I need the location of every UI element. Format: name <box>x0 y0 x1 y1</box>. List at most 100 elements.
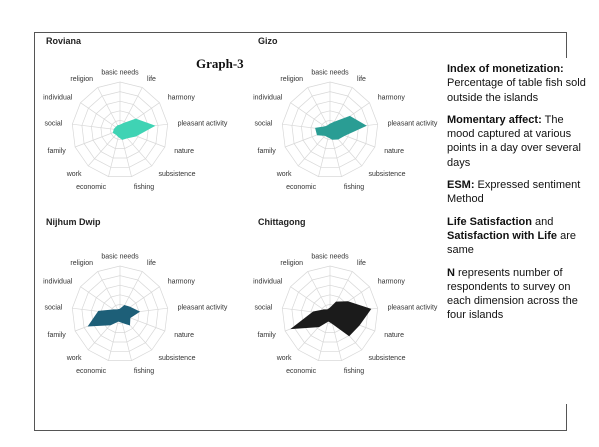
axis-label-work: work <box>66 355 82 362</box>
axis-label-social: social <box>254 121 272 128</box>
grid-ring <box>91 100 149 159</box>
data-area <box>87 304 141 327</box>
data-area <box>315 115 367 140</box>
legend-text: and <box>531 215 554 228</box>
axis-label-subsistence: subsistence <box>369 355 406 362</box>
data-area <box>290 301 372 337</box>
axis-label-fishing: fishing <box>344 368 364 375</box>
frame-right-tick-top <box>566 32 567 58</box>
legend-item-life-satisfaction: Life Satisfaction and Satisfaction with … <box>447 215 587 258</box>
legend-term: Satisfaction with Life <box>447 229 558 242</box>
grid-spoke <box>108 129 121 177</box>
axis-label-basic-needs: basic needs <box>311 70 349 77</box>
axis-label-economic: economic <box>286 368 316 375</box>
frame-right-tick-bottom <box>566 404 567 431</box>
axis-label-pleasant-activity: pleasant activity <box>178 305 228 312</box>
axis-label-fishing: fishing <box>344 184 364 191</box>
axis-label-religion: religion <box>70 260 93 267</box>
axis-label-individual: individual <box>43 279 73 286</box>
axis-label-religion: religion <box>280 260 303 267</box>
panel-title-chittagong: Chittagong <box>258 217 306 227</box>
radar-chart-chittagong: basic needs life harmony pleasant activity n… <box>253 254 438 375</box>
frame-bottom-line <box>34 430 566 431</box>
axis-label-basic-needs: basic needs <box>101 254 139 261</box>
legend-term: Life Satisfaction <box>447 215 532 228</box>
axis-label-subsistence: subsistence <box>159 355 196 362</box>
axis-label-nature: nature <box>384 332 404 339</box>
grid-spoke <box>318 313 331 361</box>
legend-item-n: N represents number of respondents to su… <box>447 266 587 323</box>
legend-term: ESM: <box>447 179 475 192</box>
grid-spoke <box>119 87 143 131</box>
axis-label-fishing: fishing <box>134 368 154 375</box>
grid-spoke <box>318 129 331 177</box>
grid-spoke <box>307 271 331 315</box>
axis-label-work: work <box>276 171 292 178</box>
axis-label-life: life <box>147 260 156 267</box>
axis-label-family: family <box>48 148 67 155</box>
grid-ring <box>281 265 379 361</box>
grid-spoke <box>307 87 331 131</box>
legend-item-esm: ESM: Expressed sentiment Method <box>447 178 587 207</box>
axis-label-economic: economic <box>76 184 106 191</box>
axis-label-pleasant-activity: pleasant activity <box>178 121 228 128</box>
legend-item-monetization: Index of monetization: Percentage of tab… <box>447 62 587 105</box>
grid-spoke <box>80 102 121 131</box>
data-area <box>112 118 156 140</box>
grid-ring <box>301 100 359 159</box>
legend-text: Percentage of table fish sold outside th… <box>447 77 586 104</box>
frame-top-line <box>34 32 566 33</box>
axis-label-harmony: harmony <box>168 279 196 286</box>
legend-item-momentary-affect: Momentary affect: The mood captured at v… <box>447 113 587 170</box>
grid-ring <box>91 284 149 343</box>
grid-ring <box>81 275 159 352</box>
axis-label-family: family <box>48 332 67 339</box>
axis-label-basic-needs: basic needs <box>311 254 349 261</box>
radar-chart-nijhum-dwip: basic needs life harmony pleasant activity n… <box>43 254 228 375</box>
grid-ring <box>281 81 379 177</box>
grid-spoke <box>97 271 121 315</box>
legend-text: are same <box>447 229 576 257</box>
grid-spoke <box>72 123 121 131</box>
grid-spoke <box>108 313 121 361</box>
axis-label-life: life <box>357 76 366 83</box>
axis-label-subsistence: subsistence <box>369 171 406 178</box>
axis-label-religion: religion <box>70 76 93 83</box>
grid-ring <box>71 265 169 361</box>
grid-spoke <box>290 286 331 315</box>
axis-label-life: life <box>357 260 366 267</box>
radar-chart-gizo: basic needs life harmony pleasant activity n… <box>253 70 438 191</box>
axis-label-social: social <box>44 305 62 312</box>
grid-spoke <box>74 129 121 148</box>
axis-label-individual: individual <box>253 95 283 102</box>
graph-label: Graph-3 <box>196 56 244 71</box>
axis-label-social: social <box>44 121 62 128</box>
panel-title-gizo: Gizo <box>258 36 278 46</box>
grid-spoke <box>297 129 331 167</box>
axis-label-pleasant-activity: pleasant activity <box>388 121 438 128</box>
axis-label-nature: nature <box>174 148 194 155</box>
grid-spoke <box>87 129 121 167</box>
axis-label-economic: economic <box>286 184 316 191</box>
axis-label-individual: individual <box>253 279 283 286</box>
grid-ring <box>100 294 140 333</box>
legend-text: Expressed sentiment Method <box>447 179 581 206</box>
grid-spoke <box>290 102 331 131</box>
axis-label-work: work <box>66 171 82 178</box>
axis-label-subsistence: subsistence <box>159 171 196 178</box>
axis-label-economic: economic <box>76 368 106 375</box>
frame-left-line <box>34 32 35 431</box>
axis-label-fishing: fishing <box>134 184 154 191</box>
axis-label-pleasant-activity: pleasant activity <box>388 305 438 312</box>
axis-label-harmony: harmony <box>168 95 196 102</box>
axis-label-harmony: harmony <box>378 95 406 102</box>
axis-label-harmony: harmony <box>378 279 406 286</box>
axis-label-work: work <box>276 355 292 362</box>
legend-text: represents number of respondents to surv… <box>447 266 578 322</box>
axis-label-family: family <box>258 332 277 339</box>
axis-label-social: social <box>254 305 272 312</box>
legend-term: Index of monetization: <box>447 63 564 75</box>
axis-label-basic-needs: basic needs <box>101 70 139 77</box>
axis-label-family: family <box>258 148 277 155</box>
grid-spoke <box>97 87 121 131</box>
